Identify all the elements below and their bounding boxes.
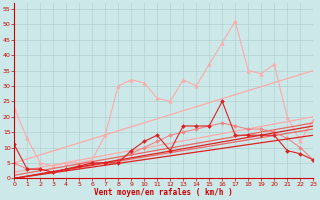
X-axis label: Vent moyen/en rafales ( km/h ): Vent moyen/en rafales ( km/h ) <box>94 188 233 197</box>
